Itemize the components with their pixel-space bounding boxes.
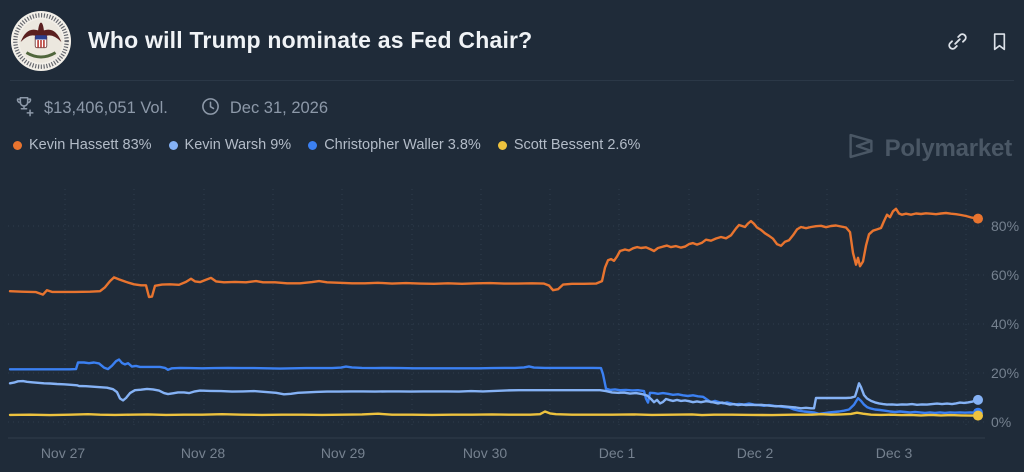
market-icon-federal-reserve-seal [10,10,72,72]
legend-item-kevin-warsh[interactable]: Kevin Warsh 9% [168,137,291,153]
price-chart[interactable]: 80% 60% 40% 20% 0% Nov 27 Nov 28 Nov 29 Nov 30 De… [0,185,1024,472]
chart-legend: Kevin Hassett 83% Kevin Warsh 9% Christo… [13,137,640,153]
legend-item-scott-bessent[interactable]: Scott Bessent 2.6% [497,137,640,153]
svg-text:20%: 20% [991,365,1019,381]
svg-text:Dec 3: Dec 3 [876,445,913,461]
polymarket-wordmark: Polymarket [884,134,1013,162]
volume-value: $13,406,051 Vol. [44,99,168,117]
copy-link-icon[interactable] [946,30,969,53]
svg-text:Dec 2: Dec 2 [737,445,774,461]
svg-text:Nov 30: Nov 30 [463,445,508,461]
legend-item-kevin-hassett[interactable]: Kevin Hassett 83% [13,137,152,153]
legend-dot-orange [13,140,22,150]
page-title: Who will Trump nominate as Fed Chair? [88,27,533,53]
svg-text:Nov 29: Nov 29 [321,445,366,461]
svg-text:0%: 0% [991,414,1011,430]
bookmark-icon[interactable] [989,30,1010,53]
header-divider [10,80,1014,81]
market-stats: $13,406,051 Vol. Dec 31, 2026 [13,94,328,123]
svg-text:Nov 27: Nov 27 [41,445,86,461]
svg-text:60%: 60% [991,267,1019,283]
svg-text:Nov 28: Nov 28 [181,445,226,461]
legend-dot-yellow [497,140,507,150]
end-date: Dec 31, 2026 [229,99,329,117]
svg-text:Dec 1: Dec 1 [599,445,636,461]
svg-text:40%: 40% [991,316,1019,332]
polymarket-watermark: Polymarket [846,131,1012,166]
price-chart-svg: 80% 60% 40% 20% 0% Nov 27 Nov 28 Nov 29 Nov 30 De… [8,189,1019,461]
legend-dot-blue [308,140,318,150]
clock-icon [200,96,221,122]
leaderboard-trophy-icon [13,94,35,123]
polymarket-logo-icon [846,131,876,166]
legend-dot-light-blue [168,140,178,150]
legend-item-christopher-waller[interactable]: Christopher Waller 3.8% [308,137,481,153]
svg-text:80%: 80% [991,218,1019,234]
